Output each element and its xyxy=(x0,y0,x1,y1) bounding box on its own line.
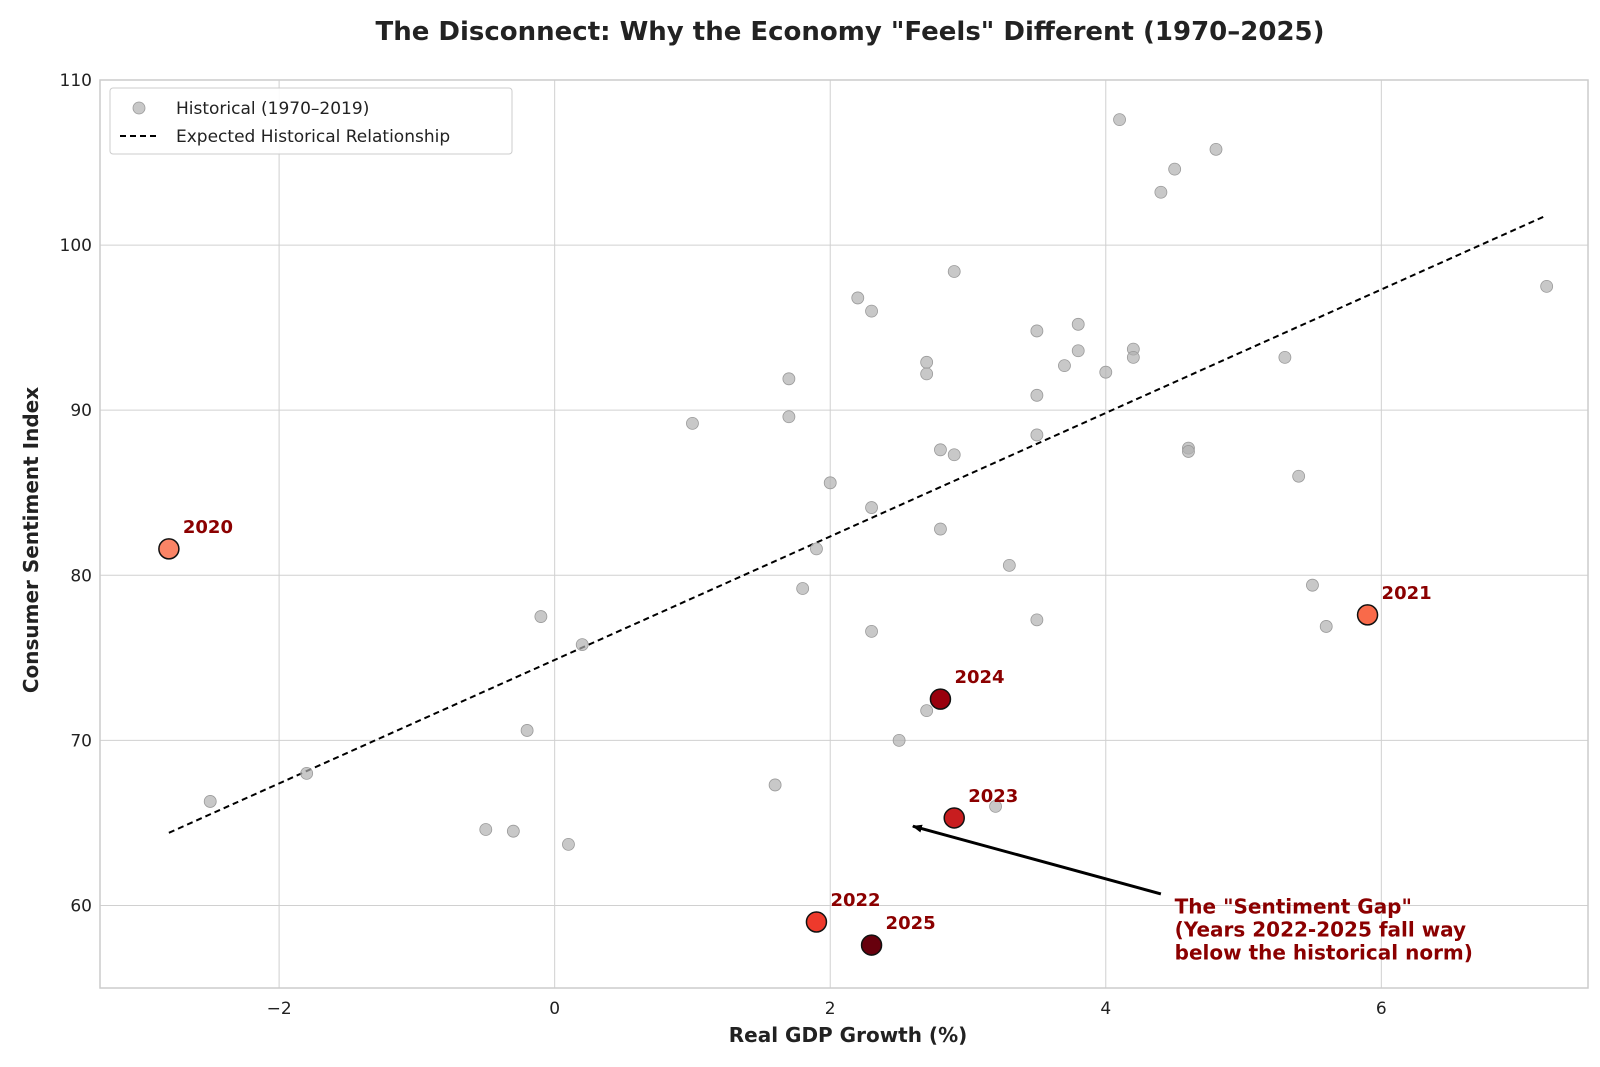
historical-point xyxy=(851,291,865,305)
historical-point xyxy=(203,795,217,808)
highlight-point xyxy=(860,934,883,956)
historical-point xyxy=(479,823,493,836)
x-tick-label: −2 xyxy=(267,999,292,1019)
plot-frame xyxy=(99,79,1589,989)
historical-point xyxy=(947,265,961,278)
historical-point xyxy=(575,638,589,652)
historical-point xyxy=(520,724,534,737)
historical-point xyxy=(506,824,520,838)
historical-point xyxy=(865,625,878,638)
plot-area: −2 0 2 4 6 60 70 80 90 100 110 2020 2021 2022 2023 2024… xyxy=(60,71,1589,1019)
y-tick-label: 100 xyxy=(60,236,92,256)
historical-point xyxy=(865,304,878,318)
historical-point xyxy=(534,610,548,623)
historical-point xyxy=(1030,388,1044,402)
historical-point xyxy=(1209,142,1223,156)
historical-point xyxy=(1154,185,1168,199)
year-label: 2021 xyxy=(1382,583,1432,604)
historical-point xyxy=(1292,469,1306,483)
historical-point xyxy=(892,733,906,747)
historical-point xyxy=(1030,613,1044,627)
historical-point xyxy=(920,355,934,369)
historical-point xyxy=(920,704,934,718)
year-label: 2023 xyxy=(968,786,1018,807)
x-tick-label: 0 xyxy=(549,999,560,1019)
historical-point xyxy=(1126,350,1140,364)
y-axis-label: Consumer Sentiment Index xyxy=(19,387,43,693)
y-tick-label: 80 xyxy=(70,566,92,586)
y-tick-label: 90 xyxy=(70,401,92,421)
highlight-point xyxy=(158,538,180,560)
historical-point xyxy=(1002,558,1016,572)
historical-point xyxy=(300,766,314,780)
historical-point xyxy=(1030,324,1044,338)
annotation-text: (Years 2022-2025 fall way xyxy=(1175,918,1466,942)
year-label: 2024 xyxy=(954,667,1004,688)
historical-point xyxy=(1319,620,1333,633)
y-tick-label: 70 xyxy=(70,731,92,751)
historical-point xyxy=(782,410,796,424)
x-tick-label: 4 xyxy=(1100,999,1111,1019)
historical-point xyxy=(865,501,878,514)
highlight-point xyxy=(929,688,952,710)
trendline xyxy=(168,214,1548,834)
x-tick-label: 6 xyxy=(1376,999,1387,1019)
historical-point xyxy=(1071,344,1085,358)
historical-point xyxy=(810,542,823,556)
x-axis-label: Real GDP Growth (%) xyxy=(729,1023,968,1047)
year-label: 2020 xyxy=(183,517,233,538)
highlight-point xyxy=(805,911,828,933)
y-tick-label: 110 xyxy=(60,71,92,91)
historical-point xyxy=(1278,350,1292,364)
chart-title: The Disconnect: Why the Economy "Feels" … xyxy=(375,17,1324,47)
historical-point xyxy=(796,582,810,595)
historical-point xyxy=(934,443,947,457)
historical-point xyxy=(686,416,699,430)
historical-point xyxy=(768,778,782,792)
highlight-point xyxy=(1356,604,1379,626)
legend-label: Historical (1970–2019) xyxy=(176,99,369,119)
historical-point xyxy=(1071,317,1085,331)
historical-point xyxy=(1540,279,1554,293)
legend-box xyxy=(109,87,513,155)
annotation-arrow xyxy=(911,824,1162,896)
historical-point xyxy=(1030,428,1044,442)
historical-point xyxy=(947,448,961,462)
historical-point xyxy=(823,476,837,490)
historical-point xyxy=(1168,162,1182,176)
historical-point xyxy=(989,800,1002,813)
historical-point xyxy=(562,837,575,851)
annotation-text: below the historical norm) xyxy=(1175,941,1473,965)
annotation-text: The "Sentiment Gap" xyxy=(1175,895,1412,919)
historical-point xyxy=(934,522,947,536)
y-tick-label: 60 xyxy=(70,896,92,916)
highlight-point xyxy=(943,807,965,829)
year-label: 2022 xyxy=(830,890,880,911)
x-tick-label: 2 xyxy=(825,999,836,1019)
historical-point xyxy=(1099,365,1113,379)
year-label: 2025 xyxy=(886,913,936,934)
legend-label: Expected Historical Relationship xyxy=(176,127,450,147)
historical-point xyxy=(920,367,934,381)
historical-point xyxy=(782,372,796,386)
historical-point xyxy=(1182,445,1195,458)
historical-point xyxy=(1306,578,1319,592)
historical-point xyxy=(1058,359,1071,373)
legend-marker xyxy=(132,101,146,115)
historical-point xyxy=(1113,113,1126,127)
plot-background xyxy=(100,80,1588,988)
